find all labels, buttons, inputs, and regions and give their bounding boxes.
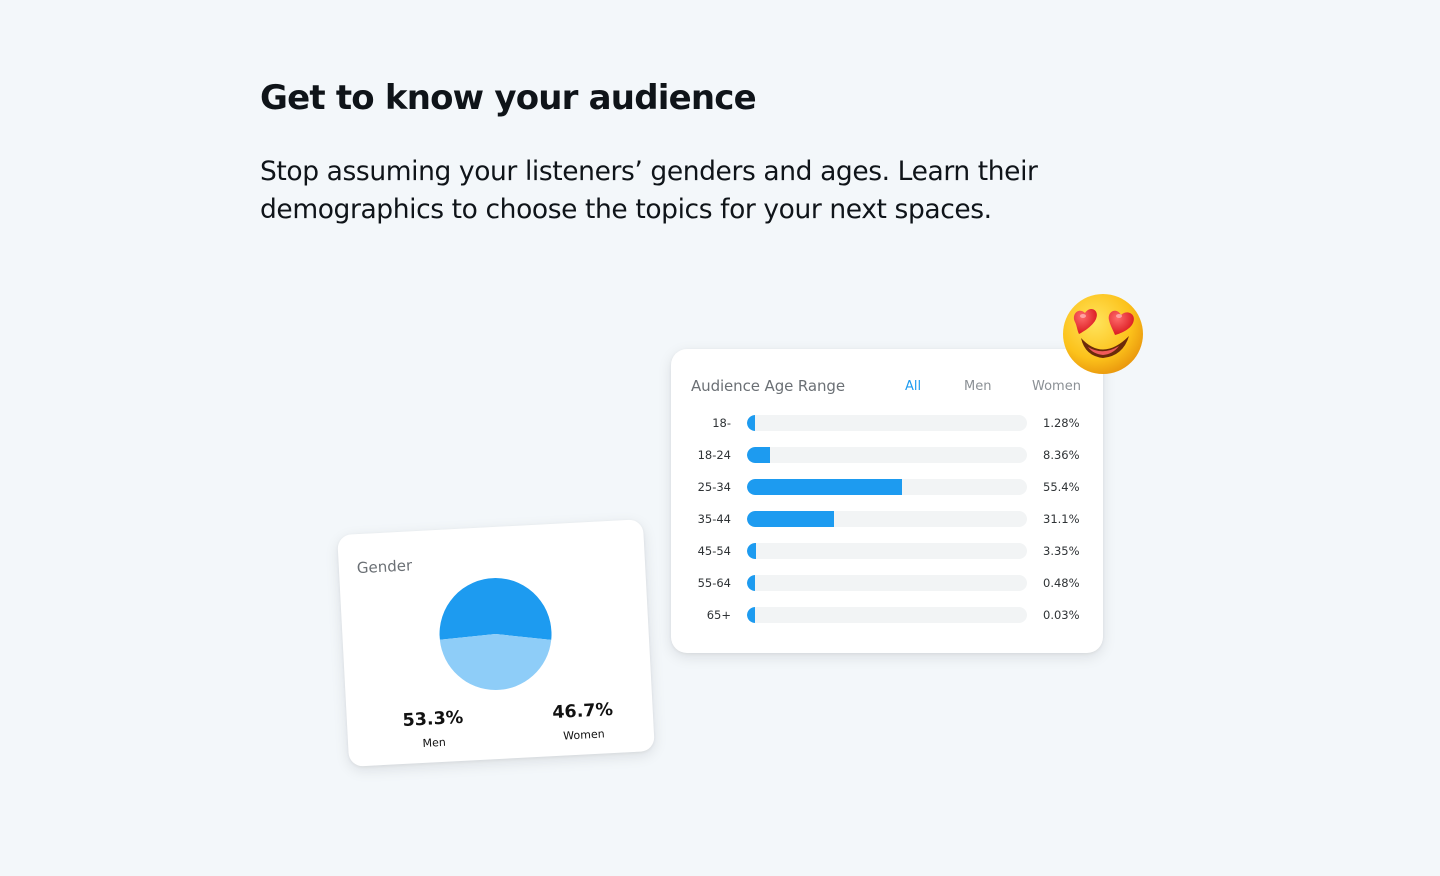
age-label: 25-34 <box>697 480 731 494</box>
age-bar-track <box>747 511 1027 527</box>
age-label: 18-24 <box>697 448 731 462</box>
age-value: 0.03% <box>1043 608 1080 622</box>
filter-tab-men[interactable]: Men <box>964 379 992 394</box>
women-percentage: 46.7% <box>551 699 614 724</box>
heart-eyes-emoji-icon <box>1063 294 1143 374</box>
age-bar-track <box>747 479 1027 495</box>
gender-card: Gender 53.3% Men 46.7% Women <box>337 519 655 767</box>
pie-slice-women <box>439 634 552 690</box>
age-value: 55.4% <box>1043 480 1080 494</box>
age-bar <box>747 511 835 527</box>
gender-pie-chart <box>439 578 552 690</box>
age-bar <box>747 543 757 559</box>
men-label: Men <box>422 735 447 750</box>
age-range-title: Audience Age Range <box>691 377 845 395</box>
age-bar-track <box>747 447 1027 463</box>
age-value: 31.1% <box>1043 512 1080 526</box>
age-bar <box>747 607 755 623</box>
age-bar <box>747 575 755 591</box>
age-bar <box>747 479 903 495</box>
age-row: 35-44 31.1% <box>671 511 1103 527</box>
age-label: 45-54 <box>697 544 731 558</box>
age-label: 65+ <box>706 608 731 622</box>
age-value: 3.35% <box>1043 544 1080 558</box>
age-bar-track <box>747 575 1027 591</box>
age-row: 18- 1.28% <box>671 415 1103 431</box>
age-bar-track <box>747 607 1027 623</box>
women-label: Women <box>562 727 605 743</box>
age-value: 1.28% <box>1043 416 1080 430</box>
age-label: 55-64 <box>697 576 731 590</box>
filter-tab-women[interactable]: Women <box>1032 379 1081 394</box>
filter-tab-all[interactable]: All <box>905 379 922 394</box>
age-row: 45-54 3.35% <box>671 543 1103 559</box>
age-value: 8.36% <box>1043 448 1080 462</box>
age-bar <box>747 447 771 463</box>
page-headline: Get to know your audience <box>260 78 757 118</box>
age-bar-track <box>747 543 1027 559</box>
age-value: 0.48% <box>1043 576 1080 590</box>
pie-slice-men <box>439 578 552 640</box>
page-subtext: Stop assuming your listeners’ genders an… <box>260 156 1038 225</box>
gender-title: Gender <box>356 556 413 578</box>
age-bar-track <box>747 415 1027 431</box>
age-row: 25-34 55.4% <box>671 479 1103 495</box>
age-row: 55-64 0.48% <box>671 575 1103 591</box>
age-bar <box>747 415 755 431</box>
age-label: 18- <box>712 416 731 430</box>
age-row: 65+ 0.03% <box>671 607 1103 623</box>
age-label: 35-44 <box>697 512 731 526</box>
age-range-card: Audience Age Range All Men Women 18- 1.28… <box>671 349 1103 653</box>
age-row: 18-24 8.36% <box>671 447 1103 463</box>
men-percentage: 53.3% <box>402 707 464 731</box>
